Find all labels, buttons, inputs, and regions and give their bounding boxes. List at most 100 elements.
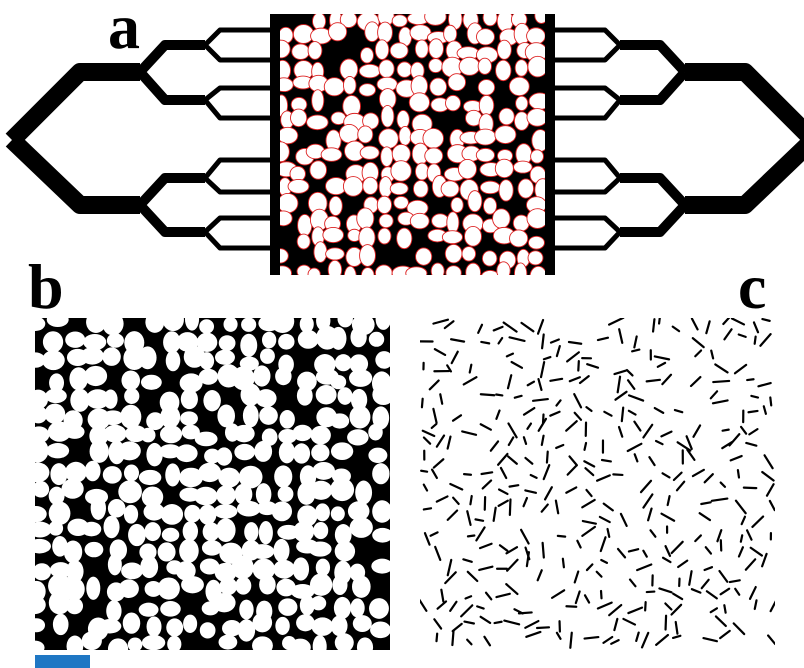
throat (636, 633, 638, 641)
grain (375, 351, 393, 369)
throat (634, 336, 636, 347)
grain (214, 504, 238, 518)
grain (290, 639, 311, 657)
grain (254, 441, 272, 462)
throat (479, 567, 492, 570)
grain (45, 389, 67, 404)
throat (433, 320, 448, 324)
throat (693, 470, 704, 476)
grain (372, 463, 389, 484)
grain (296, 614, 315, 631)
grain (331, 442, 353, 460)
throat (481, 424, 491, 429)
throat (507, 560, 517, 571)
grain (331, 615, 348, 636)
throat (601, 560, 607, 563)
grain (262, 332, 276, 349)
throat (583, 521, 596, 524)
grain (451, 197, 463, 212)
grain (442, 231, 462, 244)
throat (431, 532, 438, 535)
grain (347, 429, 368, 445)
grain (108, 554, 122, 576)
grain (49, 501, 71, 525)
throat (746, 443, 756, 446)
grain (379, 60, 394, 78)
throat (453, 415, 461, 420)
throat (614, 371, 626, 374)
throat (524, 408, 534, 415)
throat (557, 346, 560, 356)
throat (575, 572, 579, 583)
grain (360, 146, 379, 159)
throat (598, 338, 608, 340)
grain (497, 262, 510, 280)
grain (215, 350, 235, 365)
grain (447, 212, 459, 233)
throat (491, 441, 498, 450)
grain (499, 108, 514, 125)
throat (770, 501, 775, 510)
grain (259, 406, 278, 425)
grain (66, 598, 83, 615)
throat (603, 637, 612, 643)
grain (476, 148, 494, 161)
grain (49, 521, 64, 536)
grain (368, 448, 387, 463)
throat (587, 364, 598, 368)
grain (216, 485, 236, 505)
grain (493, 209, 511, 228)
grain (308, 42, 322, 60)
throat (724, 329, 731, 339)
grain (399, 126, 411, 145)
grain (260, 348, 275, 363)
throat (721, 589, 730, 595)
grain (431, 263, 444, 279)
throat (764, 406, 766, 414)
grain (271, 310, 294, 333)
throat (720, 631, 730, 638)
grain (232, 556, 254, 580)
throat (656, 635, 668, 645)
grain (448, 74, 466, 91)
grain (103, 466, 122, 484)
throat (480, 544, 492, 548)
throat (481, 394, 494, 395)
grain (175, 444, 197, 462)
grain (370, 622, 391, 639)
throat (735, 589, 739, 595)
throat (552, 590, 564, 598)
throat (672, 542, 683, 553)
grain (425, 148, 443, 164)
throat (464, 622, 473, 624)
throat (628, 444, 642, 451)
grain (243, 404, 259, 427)
throat (585, 468, 593, 475)
throat (468, 572, 478, 581)
throat (676, 622, 678, 634)
throat (467, 511, 470, 525)
grain (446, 95, 461, 110)
grain (279, 441, 295, 463)
grain (194, 487, 217, 505)
throat (531, 475, 537, 478)
grain (199, 319, 214, 334)
throat (542, 334, 544, 348)
grain (199, 505, 217, 525)
throat (499, 338, 503, 343)
grain (349, 369, 372, 387)
grain (515, 60, 528, 77)
throat (741, 535, 742, 541)
throat (655, 356, 669, 359)
throat (691, 377, 700, 386)
throat (582, 527, 595, 536)
throat (755, 337, 756, 344)
grain (103, 516, 119, 539)
throat (629, 549, 638, 551)
grain (310, 573, 332, 595)
grain (219, 335, 236, 351)
throat (730, 434, 740, 445)
grain (409, 93, 429, 112)
grain (416, 248, 432, 265)
throat (661, 432, 671, 437)
